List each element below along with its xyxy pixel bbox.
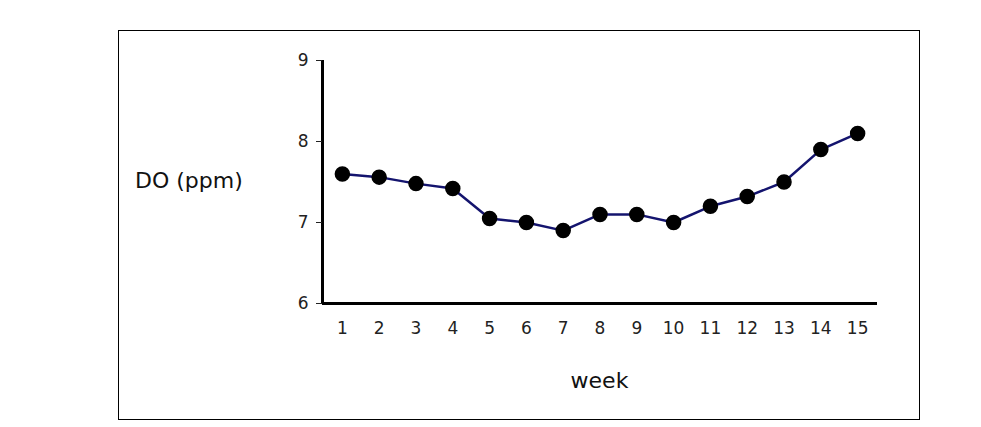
svg-text:12: 12 <box>736 318 758 338</box>
svg-text:4: 4 <box>447 318 458 338</box>
html-text:week: week <box>570 368 629 393</box>
svg-text:13: 13 <box>773 318 795 338</box>
svg-text:5: 5 <box>484 318 495 338</box>
svg-text:9: 9 <box>631 318 642 338</box>
svg-text:7: 7 <box>298 212 309 232</box>
svg-text:7: 7 <box>558 318 569 338</box>
html-text:DO (ppm): DO (ppm) <box>135 168 243 193</box>
svg-text:11: 11 <box>700 318 722 338</box>
svg-text:2: 2 <box>374 318 385 338</box>
svg-text:14: 14 <box>810 318 832 338</box>
svg-text:10: 10 <box>663 318 685 338</box>
svg-text:8: 8 <box>595 318 606 338</box>
svg-text:1: 1 <box>337 318 348 338</box>
svg-text:9: 9 <box>298 50 309 70</box>
svg-text:6: 6 <box>298 293 309 313</box>
svg-text:3: 3 <box>411 318 422 338</box>
svg-text:15: 15 <box>847 318 869 338</box>
svg-text:6: 6 <box>521 318 532 338</box>
svg-text:8: 8 <box>298 131 309 151</box>
